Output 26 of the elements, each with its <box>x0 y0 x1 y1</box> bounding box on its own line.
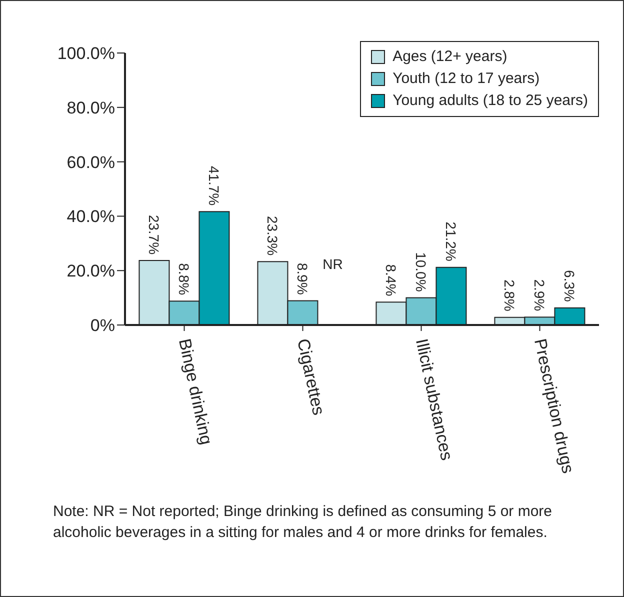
data-label: 21.2% <box>443 222 460 262</box>
legend-label: Ages (12+ years) <box>392 47 508 67</box>
x-tick-label: Binge drinking <box>174 337 216 446</box>
y-tick-label: 20.0% <box>66 262 115 281</box>
data-label: 8.9% <box>294 262 311 295</box>
data-label: 6.3% <box>562 270 578 302</box>
y-tick-label: 60.0% <box>66 152 115 172</box>
data-label: 2.8% <box>502 279 518 312</box>
text: Note: NR = Not reported; Binge drinking is defined as consuming 5 or more alcoholic beverages in a sitting for males and 4 or more drinks for females. <box>53 502 554 543</box>
data-label: 10.0% <box>413 252 430 292</box>
data-label: 23.7% <box>146 214 162 255</box>
legend-label: Youth (12 to 17 years) <box>392 69 540 89</box>
data-label: 8.4% <box>383 264 400 296</box>
y-tick-label: 100.0% <box>57 44 115 64</box>
y-tick-label: 0% <box>90 316 115 336</box>
x-tick-label: Cigarettes <box>293 337 328 417</box>
y-tick-label: 40.0% <box>66 207 115 226</box>
data-label: 41.7% <box>206 166 222 206</box>
x-tick-label: Prescription drugs <box>530 337 578 475</box>
y-tick-label: 80.0% <box>66 98 115 118</box>
text: NR <box>322 256 343 272</box>
legend-label: Young adults (18 to 25 years) <box>392 91 588 111</box>
data-label: 2.9% <box>532 279 548 312</box>
data-label: 23.3% <box>264 216 281 256</box>
data-label: 8.8% <box>176 263 192 296</box>
x-tick-label: Illicit substances <box>412 337 456 462</box>
